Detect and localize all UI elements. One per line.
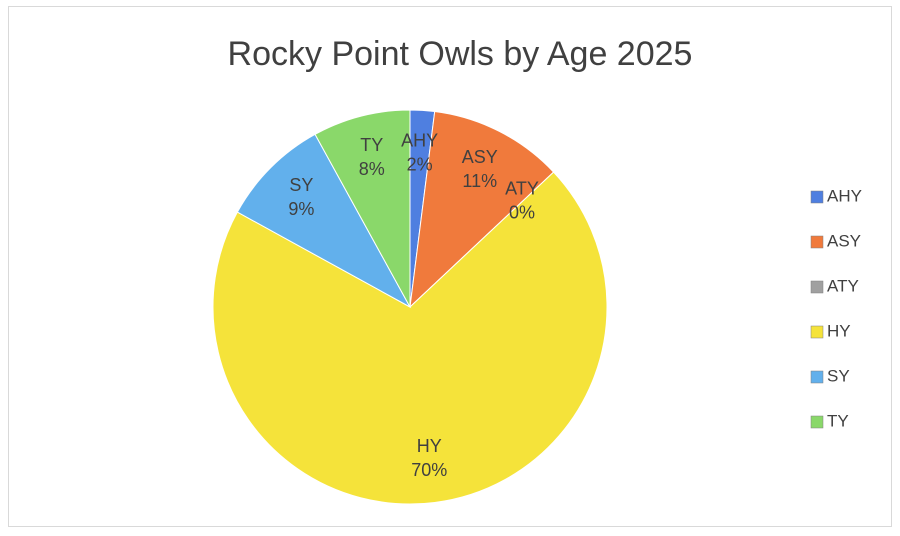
- slice-label-name: ASY: [462, 147, 498, 167]
- slice-label-value: 2%: [407, 154, 433, 174]
- slice-label-name: HY: [417, 436, 442, 456]
- slice-label-name: AHY: [401, 130, 438, 150]
- slice-label-value: 11%: [462, 171, 497, 191]
- slice-label-value: 70%: [411, 460, 447, 480]
- legend-swatch: [810, 370, 824, 384]
- legend-swatch: [810, 235, 824, 249]
- legend-swatch: [810, 280, 824, 294]
- legend-swatch: [810, 325, 824, 339]
- legend-swatch: [810, 190, 824, 204]
- chart-title: Rocky Point Owls by Age 2025: [228, 35, 693, 73]
- pie-slice: [236, 133, 412, 309]
- legend-swatch: [810, 415, 824, 429]
- slice-label-name: ATY: [505, 179, 539, 199]
- legend-label: TY: [827, 411, 849, 430]
- legend-label: HY: [827, 321, 851, 340]
- pie-slice: [212, 171, 608, 505]
- legend-label: ASY: [827, 231, 861, 250]
- legend-label: ATY: [827, 276, 859, 295]
- pie-slice: [409, 110, 555, 309]
- slice-label-name: SY: [289, 175, 313, 195]
- slice-label-value: 0%: [509, 203, 535, 223]
- slice-label-name: TY: [360, 135, 383, 155]
- legend-label: AHY: [827, 186, 862, 205]
- legend-label: SY: [827, 366, 850, 385]
- slice-label-value: 9%: [288, 199, 314, 219]
- pie-slice: [314, 109, 411, 308]
- slice-label-value: 8%: [359, 159, 385, 179]
